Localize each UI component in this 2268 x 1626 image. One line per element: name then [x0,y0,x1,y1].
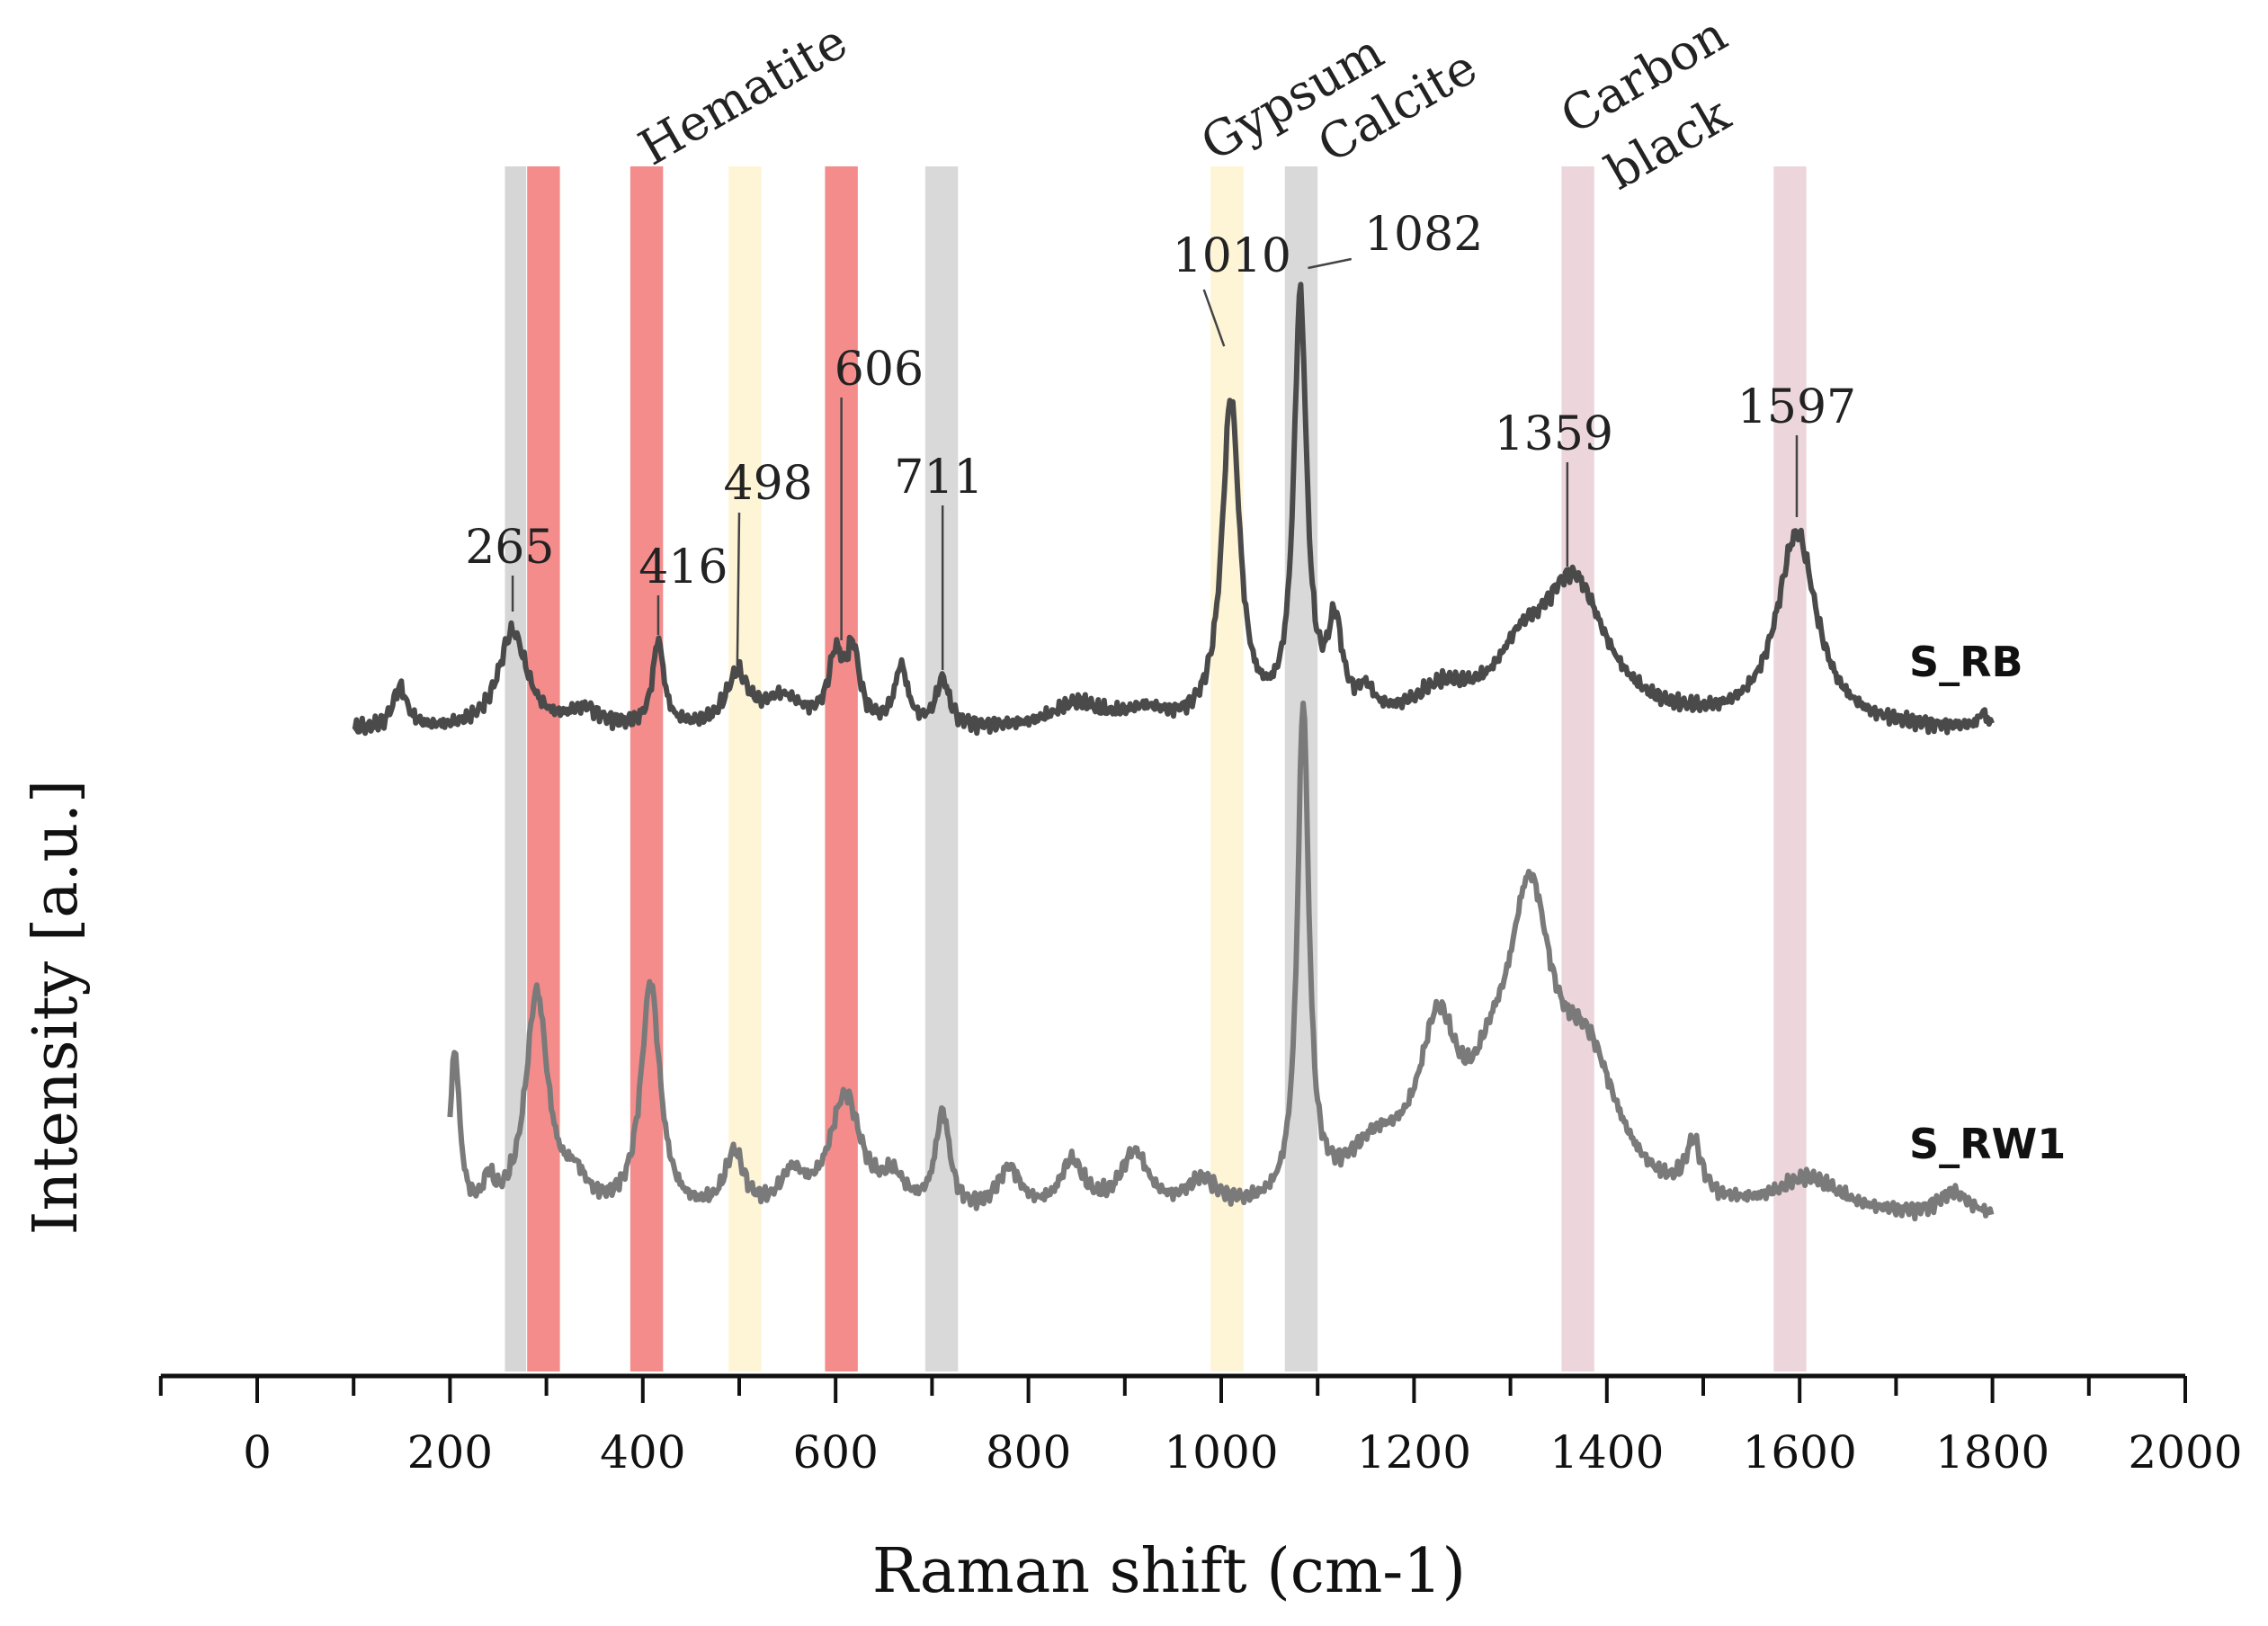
x-axis: 0 200 400 600 800 1000 1200 1400 1600 1800 2000 [158,1373,2243,1479]
band-1006 [1210,166,1244,1371]
band-268 [504,166,527,1371]
series-label-s-rw1: S_RW1 [1909,1120,2066,1168]
peak-leader-498 [736,512,741,666]
band-606 [825,166,858,1371]
x-tick-label-1400: 1400 [1549,1426,1664,1479]
series-line-s-rw1 [447,701,1995,1222]
peak-label-498: 498 [724,457,813,511]
x-axis-ticks: 0 200 400 600 800 1000 1200 1400 1600 1800 2000 [158,1376,2243,1479]
x-tick-label-0: 0 [243,1426,272,1479]
peak-leader-lines [511,257,1799,670]
series-line-s-rb [352,281,1995,737]
peak-leader-1010 [1202,289,1226,347]
band-297 [527,166,560,1371]
series-label-s-rb: S_RB [1909,638,2023,686]
peak-label-711: 711 [894,451,983,505]
y-axis-title: Intensity [a.u.] [21,780,92,1236]
mineral-bands [504,166,1807,1371]
x-tick-label-400: 400 [600,1426,685,1479]
x-axis-title: Raman shift (cm-1) [872,1536,1466,1607]
peak-label-1597: 1597 [1737,380,1856,434]
peak-label-1010: 1010 [1173,229,1291,283]
x-tick-label-800: 800 [986,1426,1071,1479]
peak-label-416: 416 [638,541,728,594]
peak-label-1359: 1359 [1495,407,1613,461]
peak-labels: 265 416 498 606 711 1010 1082 1359 1597 [465,208,1856,594]
x-tick-label-1800: 1800 [1935,1426,2049,1479]
x-tick-label-200: 200 [407,1426,493,1479]
peak-label-1082: 1082 [1364,208,1483,262]
band-1370 [1561,166,1594,1371]
x-tick-label-2000: 2000 [2128,1426,2242,1479]
x-tick-label-1600: 1600 [1743,1426,1857,1479]
x-tick-label-1000: 1000 [1164,1426,1278,1479]
x-tick-label-1200: 1200 [1357,1426,1471,1479]
band-710 [924,166,959,1371]
x-tick-label-600: 600 [792,1426,878,1479]
peak-label-265: 265 [465,521,554,575]
peak-leader-1082 [1308,257,1352,270]
band-404 [630,166,664,1371]
peak-label-606: 606 [835,343,924,397]
spectra-series [352,281,1995,1222]
mineral-label-hematite: Hematite [630,13,856,176]
